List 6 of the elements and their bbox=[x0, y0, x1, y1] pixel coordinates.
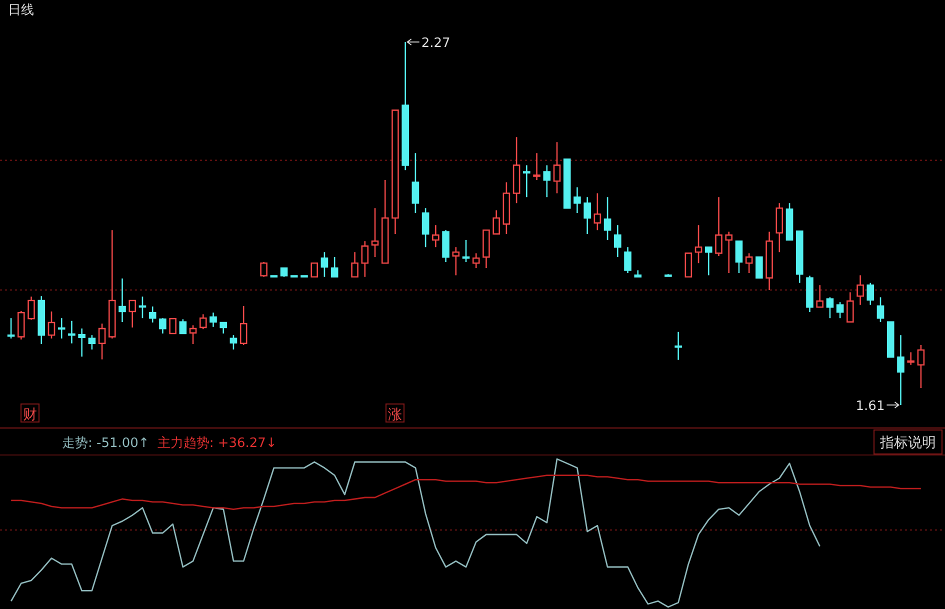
text: 主力趋势: +36.27↓ bbox=[157, 435, 277, 451]
text: 走势: -51.00↑ bbox=[62, 436, 150, 451]
annotation: 2.27 bbox=[421, 36, 450, 51]
annotation: 1.61 bbox=[856, 399, 885, 414]
chart-title: 日线 bbox=[8, 3, 34, 18]
button: 指标说明 bbox=[874, 430, 942, 454]
